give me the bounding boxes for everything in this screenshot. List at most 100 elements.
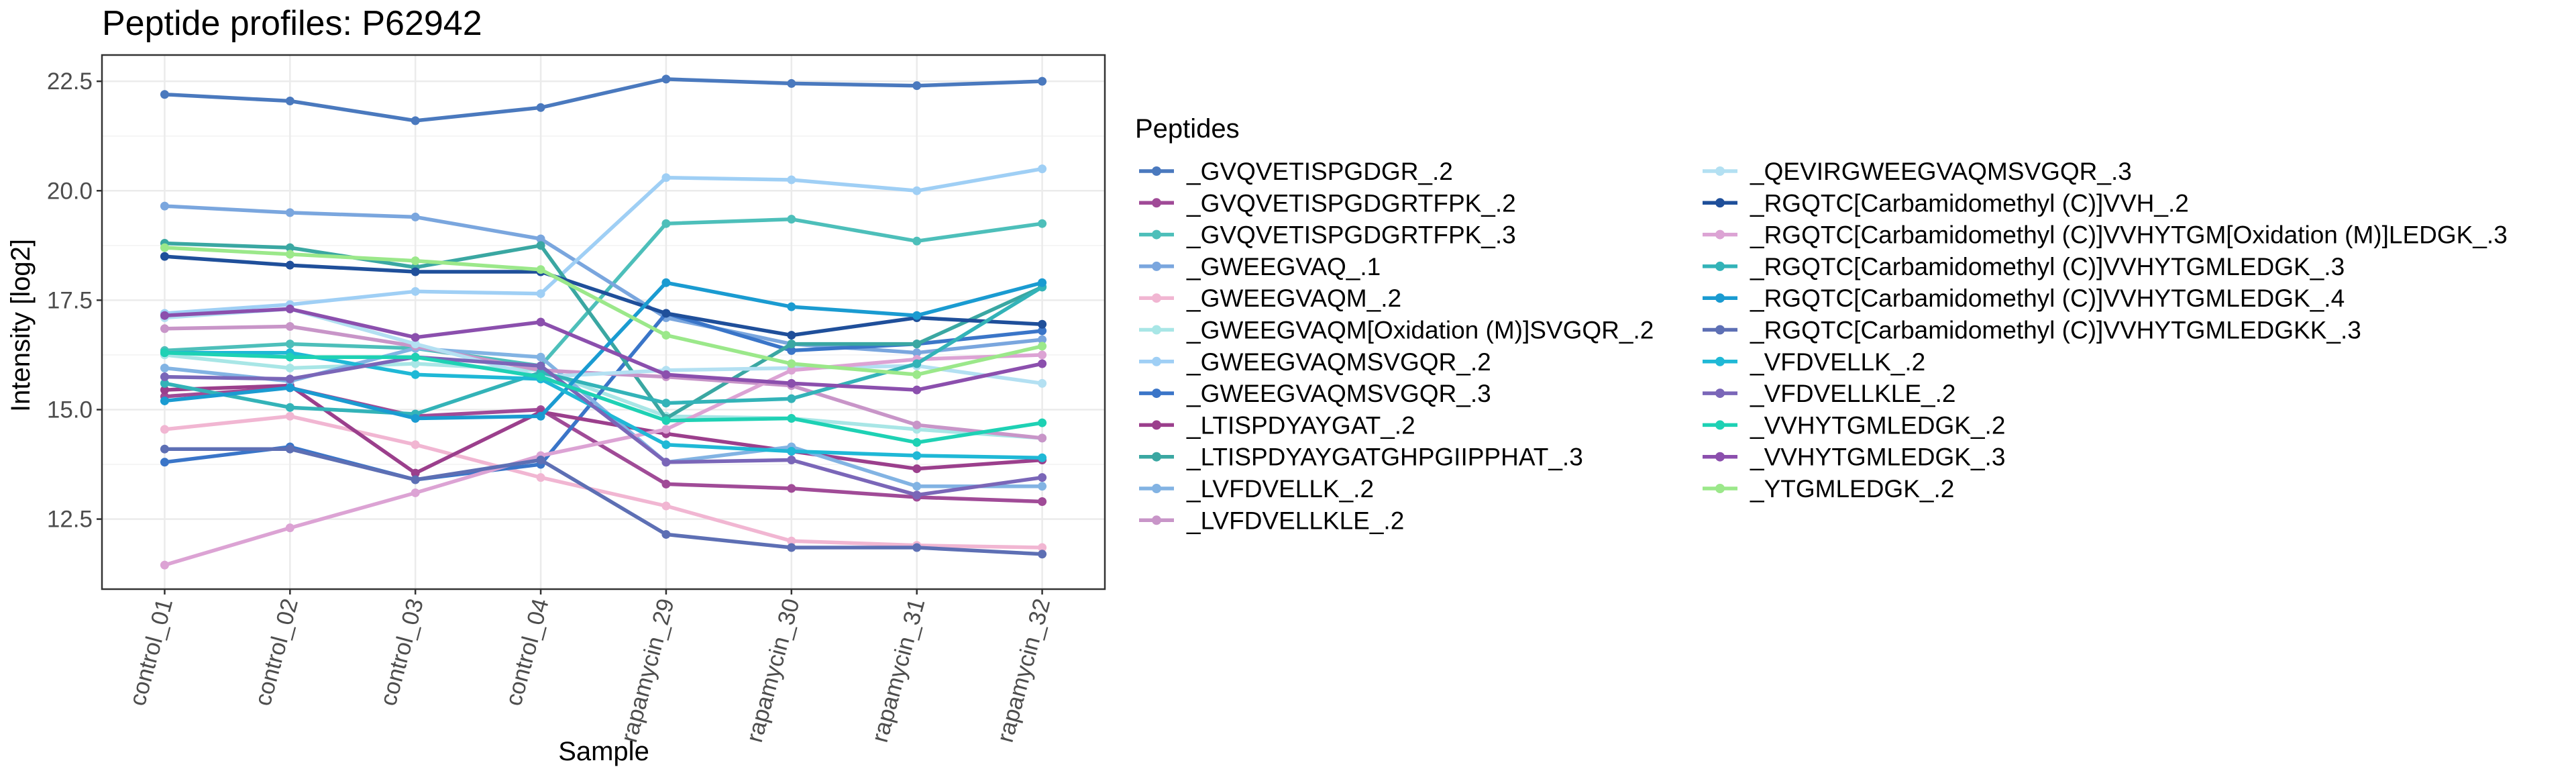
data-point bbox=[536, 361, 545, 370]
series-6 bbox=[160, 164, 1047, 318]
data-point bbox=[661, 74, 671, 84]
data-point bbox=[411, 370, 420, 379]
series-line bbox=[162, 383, 1044, 475]
series-line bbox=[162, 414, 1044, 550]
data-point bbox=[160, 252, 169, 261]
legend-label: _RGQTC[Carbamidomethyl (C)]VVHYTGMLEDGK_… bbox=[1750, 285, 2345, 312]
data-point bbox=[160, 396, 169, 405]
data-point bbox=[285, 444, 294, 454]
legend-key-point bbox=[1715, 484, 1725, 493]
series-line bbox=[162, 353, 1044, 440]
data-point bbox=[1038, 473, 1047, 482]
data-point bbox=[285, 364, 294, 373]
data-point bbox=[536, 411, 545, 421]
legend-item: _GWEEGVAQM_.2 bbox=[1139, 285, 1401, 312]
data-point bbox=[1038, 76, 1047, 86]
data-point bbox=[411, 340, 420, 349]
data-point bbox=[285, 243, 294, 252]
data-point bbox=[787, 543, 796, 552]
legend-item: _GWEEGVAQMSVGQR_.2 bbox=[1139, 348, 1491, 376]
data-point bbox=[1038, 378, 1047, 388]
data-point bbox=[411, 468, 420, 478]
data-point bbox=[285, 383, 294, 393]
data-point bbox=[285, 523, 294, 533]
series-14 bbox=[160, 350, 1047, 570]
legend-item: _GWEEGVAQMSVGQR_.3 bbox=[1139, 380, 1491, 407]
data-point bbox=[1038, 278, 1047, 287]
data-point bbox=[160, 372, 169, 382]
data-point bbox=[912, 543, 922, 552]
data-point bbox=[285, 374, 294, 384]
legend-key-point bbox=[1152, 229, 1161, 240]
plot-panel bbox=[102, 55, 1105, 589]
data-point bbox=[661, 501, 671, 511]
data-point bbox=[285, 250, 294, 259]
legend-key-point bbox=[1715, 166, 1725, 176]
chart-title: Peptide profiles: P62942 bbox=[102, 4, 482, 43]
series-4 bbox=[160, 411, 1047, 552]
data-point bbox=[661, 529, 671, 539]
legend-key-point bbox=[1152, 166, 1161, 176]
data-point bbox=[536, 473, 545, 482]
data-point bbox=[285, 403, 294, 412]
data-point bbox=[1038, 350, 1047, 360]
data-point bbox=[1038, 219, 1047, 228]
data-point bbox=[787, 446, 796, 456]
legend-item: _LVFDVELLKLE_.2 bbox=[1139, 507, 1404, 534]
data-point bbox=[536, 234, 545, 244]
legend-key-point bbox=[1715, 229, 1725, 240]
data-point bbox=[1038, 482, 1047, 491]
data-point bbox=[787, 536, 796, 546]
legend-label: _QEVIRGWEEGVAQMSVGQR_.3 bbox=[1750, 158, 2132, 185]
legend-label: _LTISPDYAYGAT_.2 bbox=[1186, 411, 1415, 439]
data-point bbox=[787, 366, 796, 375]
legend-key-point bbox=[1715, 325, 1725, 335]
legend-label: _VFDVELLK_.2 bbox=[1750, 348, 1925, 376]
data-point bbox=[912, 186, 922, 195]
data-point bbox=[661, 331, 671, 340]
legend-key-point bbox=[1152, 293, 1161, 303]
legend-item: _RGQTC[Carbamidomethyl (C)]VVHYTGMLEDGKK… bbox=[1703, 317, 2361, 344]
data-point bbox=[912, 464, 922, 474]
data-point bbox=[536, 317, 545, 327]
legend-key-point bbox=[1152, 261, 1161, 271]
data-point bbox=[536, 456, 545, 465]
data-point bbox=[160, 201, 169, 211]
legend-item: _GWEEGVAQM[Oxidation (M)]SVGQR_.2 bbox=[1139, 317, 1654, 344]
legend-key-point bbox=[1152, 389, 1161, 399]
data-point bbox=[912, 451, 922, 460]
x-tick-label: rapamycin_30 bbox=[741, 596, 805, 745]
data-point bbox=[411, 116, 420, 125]
data-point bbox=[1038, 359, 1047, 368]
legend-label: _YTGMLEDGK_.2 bbox=[1750, 475, 1954, 503]
series-line bbox=[162, 447, 1044, 556]
series-line bbox=[162, 350, 1044, 445]
data-point bbox=[661, 440, 671, 450]
data-point bbox=[661, 309, 671, 318]
data-point bbox=[411, 267, 420, 276]
legend: Peptides _GVQVETISPGDGR_.2_GVQVETISPGDGR… bbox=[1135, 114, 2508, 534]
legend-label: _VFDVELLKLE_.2 bbox=[1750, 380, 1955, 407]
legend-item: _LTISPDYAYGAT_.2 bbox=[1139, 411, 1415, 439]
y-tick-label: 15.0 bbox=[47, 397, 93, 423]
series-line bbox=[162, 166, 1044, 315]
legend-key-point bbox=[1152, 515, 1161, 525]
legend-item: _YTGMLEDGK_.2 bbox=[1703, 475, 1954, 503]
data-point bbox=[536, 352, 545, 362]
y-tick-label: 17.5 bbox=[47, 287, 93, 313]
data-point bbox=[160, 364, 169, 373]
data-point bbox=[912, 370, 922, 379]
data-point bbox=[285, 260, 294, 270]
x-tick-label: rapamycin_31 bbox=[867, 596, 930, 745]
legend-label: _LVFDVELLKLE_.2 bbox=[1186, 507, 1404, 534]
data-point bbox=[787, 394, 796, 403]
series-line bbox=[162, 77, 1044, 123]
legend-label: _LVFDVELLK_.2 bbox=[1186, 475, 1374, 503]
data-point bbox=[661, 479, 671, 488]
data-point bbox=[160, 324, 169, 333]
legend-label: _GWEEGVAQMSVGQR_.3 bbox=[1186, 380, 1491, 407]
legend-key-point bbox=[1152, 198, 1161, 208]
legend-item: _GVQVETISPGDGR_.2 bbox=[1139, 158, 1453, 185]
plot-background bbox=[102, 55, 1105, 589]
data-point bbox=[912, 420, 922, 429]
